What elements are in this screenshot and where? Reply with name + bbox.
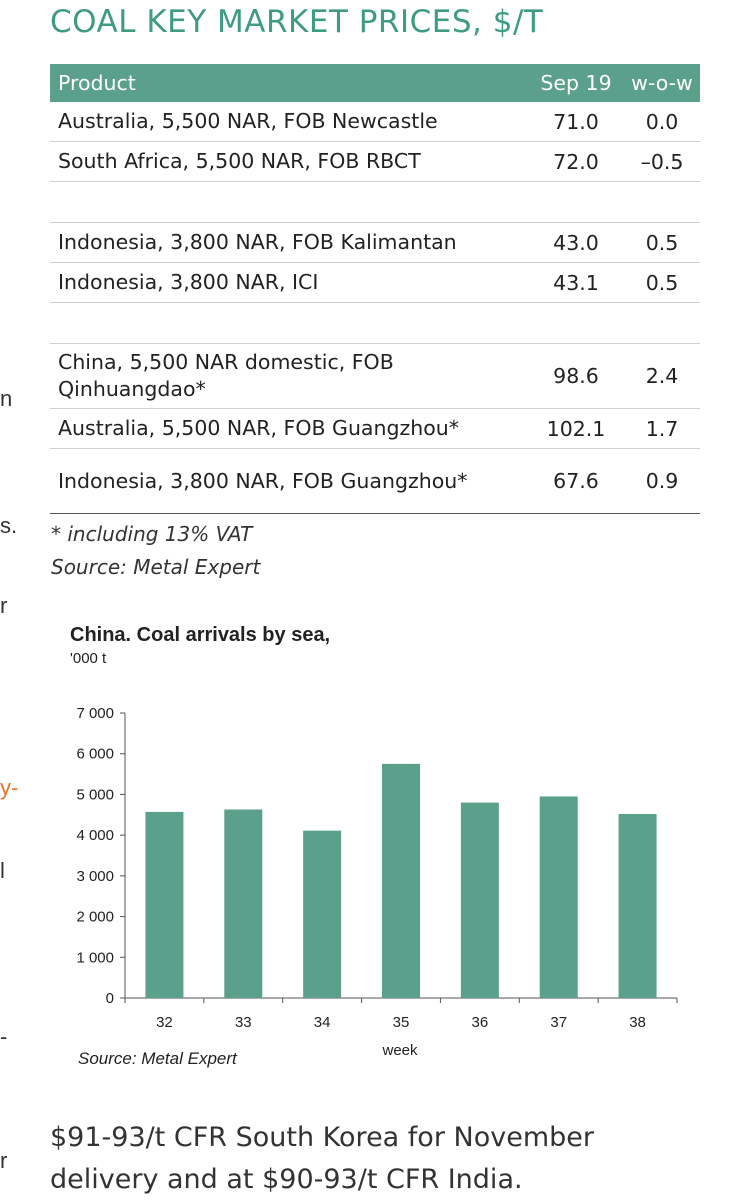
chart-unit-label: '000 t (70, 650, 107, 667)
product-cell: Indonesia, 3,800 NAR, FOB Guangzhou* (50, 448, 528, 514)
x-tick-label: 36 (472, 1014, 489, 1031)
wow-cell (624, 302, 700, 344)
x-tick-label: 34 (314, 1014, 331, 1031)
page-title: COAL KEY MARKET PRICES, $/T (50, 4, 544, 40)
wow-cell: 0.5 (624, 262, 700, 303)
wow-cell (624, 181, 700, 223)
wow-cell: 0.9 (624, 448, 700, 514)
y-tick-label: 5 000 (76, 786, 114, 803)
product-cell: Indonesia, 3,800 NAR, FOB Kalimantan (50, 222, 528, 263)
price-cell (528, 181, 624, 223)
y-tick-label: 7 000 (76, 705, 114, 722)
y-tick-label: 0 (106, 990, 114, 1007)
coal-arrivals-bar-chart: 0 1 000 2 000 3 000 4 000 5 000 6 000 7 000 32 33… (76, 705, 678, 1059)
cropped-text-fragment: r (0, 1148, 8, 1173)
product-cell: Indonesia, 3,800 NAR, ICI (50, 262, 528, 303)
table-row: China, 5,500 NAR domestic, FOB Qinhuangd… (50, 343, 700, 409)
table-row: South Africa, 5,500 NAR, FOB RBCT 72.0 –… (50, 141, 700, 182)
wow-cell: 1.7 (624, 408, 700, 449)
cropped-text-fragment: y- (0, 775, 19, 800)
bar (224, 809, 263, 998)
x-tick-label: 38 (629, 1014, 646, 1031)
y-tick-label: 6 000 (76, 746, 114, 763)
wow-cell: 0.0 (624, 102, 700, 142)
y-tick-label: 2 000 (76, 909, 114, 926)
x-tick-label: 32 (156, 1014, 173, 1031)
wow-cell: 2.4 (624, 343, 700, 409)
product-cell: Australia, 5,500 NAR, FOB Guangzhou* (50, 408, 528, 449)
y-tick-label: 3 000 (76, 868, 114, 885)
header-price-date: Sep 19 (528, 64, 624, 102)
bar (382, 763, 420, 998)
product-cell: Australia, 5,500 NAR, FOB Newcastle (50, 102, 528, 142)
chart-title: China. Coal arrivals by sea, (70, 624, 331, 646)
cropped-text-fragment: n (0, 386, 13, 411)
y-tick-label: 1 000 (76, 949, 114, 966)
table-row: Indonesia, 3,800 NAR, FOB Kalimantan 43.… (50, 222, 700, 263)
table-row: Australia, 5,500 NAR, FOB Guangzhou* 102… (50, 408, 700, 449)
table-row: Australia, 5,500 NAR, FOB Newcastle 71.0… (50, 102, 700, 142)
table-header-row: Product Sep 19 w-o-w (50, 64, 700, 102)
bar (145, 811, 184, 998)
header-product: Product (50, 64, 528, 102)
article-body-text: $91-93/t CFR South Korea for November de… (50, 1122, 594, 1195)
cropped-text-fragment: l (0, 858, 5, 883)
table-row: Indonesia, 3,800 NAR, FOB Guangzhou* 67.… (50, 448, 700, 514)
x-tick-label: 33 (235, 1014, 252, 1031)
cropped-text-fragment: r (0, 593, 8, 618)
product-cell: South Africa, 5,500 NAR, FOB RBCT (50, 141, 528, 182)
price-cell: 102.1 (528, 408, 624, 449)
price-cell: 43.1 (528, 262, 624, 303)
price-cell: 43.0 (528, 222, 624, 263)
x-axis-label: week (381, 1042, 418, 1059)
table-spacer-row (50, 181, 700, 223)
price-cell: 71.0 (528, 102, 624, 142)
header-wow: w-o-w (624, 64, 700, 102)
bar (303, 830, 342, 998)
price-cell: 67.6 (528, 448, 624, 514)
table-row: Indonesia, 3,800 NAR, ICI 43.1 0.5 (50, 262, 700, 303)
product-cell (50, 181, 528, 223)
bar (460, 802, 499, 998)
table-spacer-row (50, 302, 700, 344)
cropped-text-fragment: s. (0, 513, 18, 538)
price-cell: 72.0 (528, 141, 624, 182)
wow-cell: –0.5 (624, 141, 700, 182)
product-cell: China, 5,500 NAR domestic, FOB Qinhuangd… (50, 343, 528, 409)
bar (539, 796, 578, 998)
x-tick-label: 37 (550, 1014, 567, 1031)
y-tick-label: 4 000 (76, 827, 114, 844)
product-cell (50, 302, 528, 344)
chart-source: Source: Metal Expert (78, 1049, 237, 1068)
coal-prices-table: Product Sep 19 w-o-w Australia, 5,500 NA… (50, 64, 700, 514)
price-cell: 98.6 (528, 343, 624, 409)
vat-footnote: * including 13% VAT (51, 522, 253, 546)
price-cell (528, 302, 624, 344)
table-source: Source: Metal Expert (51, 555, 261, 579)
wow-cell: 0.5 (624, 222, 700, 263)
bar (618, 813, 657, 998)
cropped-text-fragment: - (0, 1024, 8, 1049)
x-tick-label: 35 (393, 1014, 410, 1031)
